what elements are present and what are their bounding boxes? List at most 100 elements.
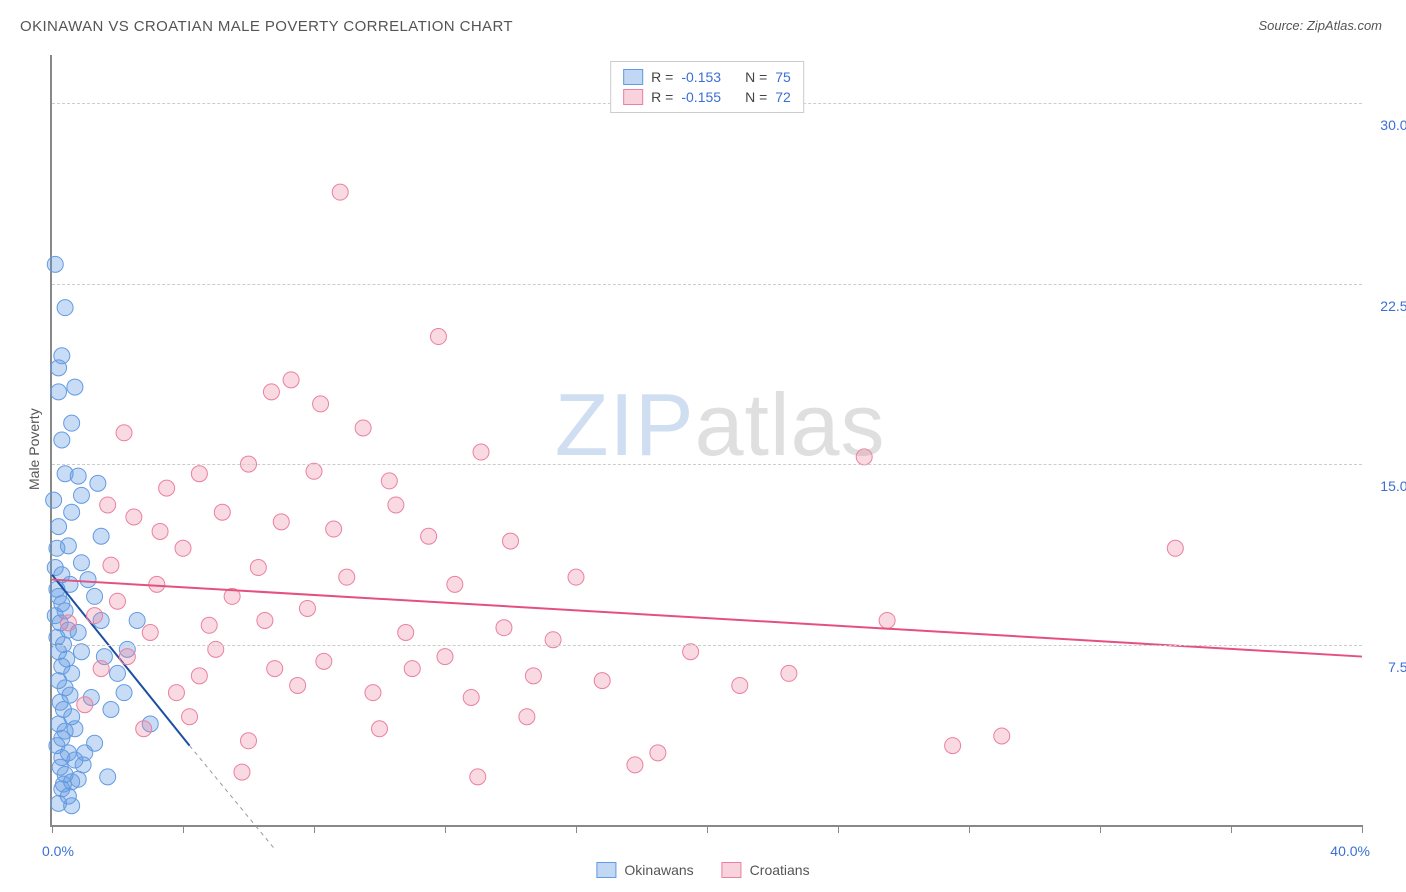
- scatter-point: [49, 540, 65, 556]
- scatter-point: [103, 702, 119, 718]
- scatter-point: [54, 750, 70, 766]
- scatter-point: [372, 721, 388, 737]
- legend-label-0: Okinawans: [624, 862, 693, 878]
- scatter-point: [70, 771, 86, 787]
- scatter-point: [856, 449, 872, 465]
- stats-legend-row-0: R = -0.153 N = 75: [623, 67, 791, 87]
- scatter-point: [51, 519, 67, 535]
- scatter-point: [116, 425, 132, 441]
- n-label-0: N =: [745, 69, 767, 85]
- scatter-point: [152, 523, 168, 539]
- gridline: [52, 284, 1362, 285]
- x-tick-label: 0.0%: [42, 843, 74, 859]
- r-label-1: R =: [651, 89, 673, 105]
- scatter-point: [398, 625, 414, 641]
- scatter-point: [430, 329, 446, 345]
- y-tick-label: 30.0%: [1380, 117, 1406, 133]
- x-tick-label: 40.0%: [1330, 843, 1370, 859]
- legend-swatch-pink: [722, 862, 742, 878]
- scatter-point: [168, 685, 184, 701]
- scatter-point: [73, 644, 89, 660]
- scatter-point: [650, 745, 666, 761]
- scatter-point: [339, 569, 355, 585]
- scatter-point: [332, 184, 348, 200]
- scatter-point: [51, 360, 67, 376]
- scatter-point: [388, 497, 404, 513]
- scatter-point: [80, 572, 96, 588]
- legend-swatch-blue: [596, 862, 616, 878]
- stats-legend-row-1: R = -0.155 N = 72: [623, 87, 791, 107]
- scatter-point: [732, 677, 748, 693]
- scatter-point: [463, 689, 479, 705]
- y-tick-label: 7.5%: [1388, 659, 1406, 675]
- scatter-point: [110, 593, 126, 609]
- scatter-point: [781, 665, 797, 681]
- scatter-point: [1167, 540, 1183, 556]
- scatter-point: [57, 466, 73, 482]
- scatter-point: [110, 665, 126, 681]
- scatter-point: [119, 649, 135, 665]
- scatter-point: [175, 540, 191, 556]
- x-tick: [1100, 825, 1101, 833]
- scatter-point: [60, 615, 76, 631]
- scatter-point: [73, 555, 89, 571]
- scatter-point: [503, 533, 519, 549]
- scatter-point: [994, 728, 1010, 744]
- scatter-point: [437, 649, 453, 665]
- scatter-point: [290, 677, 306, 693]
- scatter-point: [447, 576, 463, 592]
- x-tick: [576, 825, 577, 833]
- plot-svg: [52, 55, 1362, 825]
- x-tick: [52, 825, 53, 833]
- scatter-point: [381, 473, 397, 489]
- x-tick: [707, 825, 708, 833]
- legend-item-croatians: Croatians: [722, 862, 810, 878]
- n-label-1: N =: [745, 89, 767, 105]
- scatter-point: [46, 492, 62, 508]
- scatter-point: [93, 528, 109, 544]
- x-tick: [1231, 825, 1232, 833]
- scatter-point: [568, 569, 584, 585]
- scatter-point: [316, 653, 332, 669]
- n-value-0: 75: [775, 69, 791, 85]
- scatter-point: [683, 644, 699, 660]
- scatter-point: [326, 521, 342, 537]
- scatter-point: [77, 697, 93, 713]
- y-tick-label: 15.0%: [1380, 478, 1406, 494]
- scatter-point: [90, 475, 106, 491]
- scatter-point: [100, 769, 116, 785]
- scatter-point: [241, 733, 257, 749]
- scatter-point: [299, 600, 315, 616]
- scatter-point: [159, 480, 175, 496]
- scatter-point: [54, 432, 70, 448]
- scatter-point: [116, 685, 132, 701]
- trend-line-extrapolated: [190, 746, 275, 849]
- scatter-point: [496, 620, 512, 636]
- scatter-point: [404, 661, 420, 677]
- scatter-point: [87, 588, 103, 604]
- scatter-point: [77, 745, 93, 761]
- stats-legend: R = -0.153 N = 75 R = -0.155 N = 72: [610, 61, 804, 113]
- x-tick: [969, 825, 970, 833]
- scatter-point: [214, 504, 230, 520]
- scatter-point: [267, 661, 283, 677]
- scatter-point: [67, 379, 83, 395]
- scatter-point: [594, 673, 610, 689]
- scatter-point: [201, 617, 217, 633]
- scatter-point: [191, 668, 207, 684]
- scatter-point: [627, 757, 643, 773]
- scatter-point: [283, 372, 299, 388]
- scatter-point: [421, 528, 437, 544]
- scatter-point: [57, 300, 73, 316]
- scatter-point: [519, 709, 535, 725]
- scatter-point: [129, 612, 145, 628]
- series-legend: Okinawans Croatians: [596, 862, 809, 878]
- scatter-point: [470, 769, 486, 785]
- scatter-point: [73, 487, 89, 503]
- scatter-point: [263, 384, 279, 400]
- x-tick: [445, 825, 446, 833]
- scatter-point: [525, 668, 541, 684]
- scatter-point: [64, 415, 80, 431]
- scatter-point: [136, 721, 152, 737]
- scatter-point: [103, 557, 119, 573]
